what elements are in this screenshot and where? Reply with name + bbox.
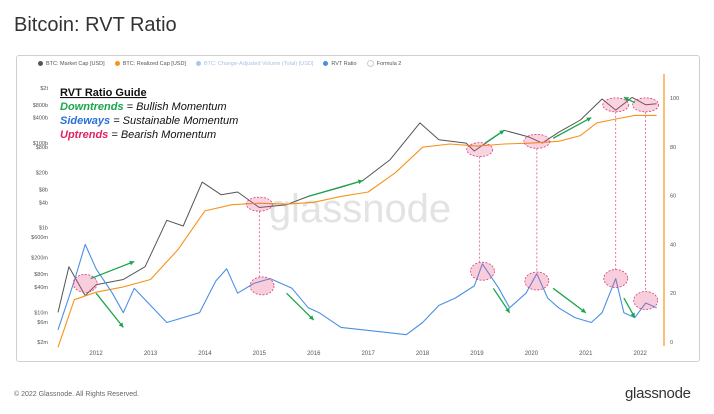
legend-item[interactable]: BTC: Realized Cap [USD] xyxy=(114,60,186,67)
price-trend-arrow-head xyxy=(623,97,629,102)
glassnode-logo: glassnode xyxy=(625,385,691,402)
series-line-2 xyxy=(57,243,657,336)
y-right-tick-label: 0 xyxy=(670,340,673,346)
series-line-1 xyxy=(57,114,657,348)
trend-arrow-head xyxy=(308,315,314,321)
x-tick-label: 2012 xyxy=(89,351,103,357)
x-tick-label: 2014 xyxy=(198,351,212,357)
price-highlight-ellipse xyxy=(602,97,630,113)
trend-arrow-head xyxy=(118,322,124,328)
y-left-tick-label: $400b xyxy=(33,116,48,122)
guide-line-key: Sideways xyxy=(60,115,110,127)
y-left-tick-label: $4b xyxy=(39,200,48,206)
y-right-tick-label: 20 xyxy=(670,291,676,297)
y-left-tick-label: $800b xyxy=(33,103,48,109)
guide-line-rest: = Bearish Momentum xyxy=(108,129,216,141)
footer-copyright: © 2022 Glassnode. All Rights Reserved. xyxy=(14,391,140,398)
trend-arrow-head xyxy=(505,307,510,313)
y-right-tick-label: 100 xyxy=(670,96,679,102)
price-trend-arrow-head xyxy=(499,130,505,135)
y-left-tick-label: $100b xyxy=(33,141,48,147)
chart-legend: BTC: Market Cap [USD] BTC: Realized Cap [… xyxy=(38,60,401,67)
legend-item[interactable]: BTC: Market Cap [USD] xyxy=(38,60,105,67)
legend-item[interactable]: RVT Ratio xyxy=(323,60,357,67)
legend-label: BTC: Realized Cap [USD] xyxy=(122,60,186,67)
rvt-highlight-ellipse xyxy=(470,261,495,281)
y-right-tick-label: 40 xyxy=(670,242,676,248)
price-trend-arrow-head xyxy=(357,179,363,185)
x-tick-label: 2015 xyxy=(253,351,267,357)
guide-line: Uptrends = Bearish Momentum xyxy=(60,129,216,141)
legend-item[interactable]: BTC: Change-Adjusted Volume (Total) [USD… xyxy=(195,60,314,67)
trend-arrow-head xyxy=(580,308,586,313)
rvt-highlight-ellipse xyxy=(524,271,550,291)
guide-title: RVT Ratio Guide xyxy=(60,87,147,99)
price-highlight-ellipse xyxy=(466,142,494,158)
price-highlight-ellipse xyxy=(523,133,551,149)
trend-arrow xyxy=(552,287,587,314)
y-left-tick-label: $10m xyxy=(34,310,48,316)
legend-swatch xyxy=(195,61,201,66)
guide-line: Sideways = Sustainable Momentum xyxy=(60,115,238,127)
trend-arrow xyxy=(286,292,315,321)
y-left-tick-label: $1b xyxy=(39,226,48,232)
guide-line-rest: = Sustainable Momentum xyxy=(110,115,238,127)
legend-label: RVT Ratio xyxy=(331,60,357,67)
legend-item[interactable]: Formula 2 xyxy=(366,60,402,67)
y-left-tick-label: $2m xyxy=(37,340,48,346)
price-trend-arrow-head xyxy=(586,117,592,122)
rvt-highlight-ellipse xyxy=(603,269,629,288)
rvt-highlight-ellipse xyxy=(633,291,659,310)
legend-label: BTC: Change-Adjusted Volume (Total) [USD… xyxy=(203,60,314,67)
price-trend-arrow xyxy=(308,179,363,198)
y-left-tick-label: $600m xyxy=(31,235,48,241)
legend-label: Formula 2 xyxy=(376,60,402,67)
trend-arrow-head xyxy=(129,260,135,266)
x-tick-label: 2017 xyxy=(361,351,375,357)
chart-card xyxy=(16,55,700,362)
legend-swatch xyxy=(323,61,329,66)
y-left-tick-label: $80m xyxy=(34,272,48,278)
x-tick-label: 2018 xyxy=(416,351,430,357)
x-tick-label: 2013 xyxy=(144,351,158,357)
y-left-tick-label: $2t xyxy=(40,86,48,92)
price-trend-arrow xyxy=(552,117,592,139)
y-left-tick-label: $20b xyxy=(36,171,48,177)
price-highlight-ellipse xyxy=(632,97,660,113)
guide-line-rest: = Bullish Momentum xyxy=(124,101,227,113)
y-right-tick-label: 60 xyxy=(670,194,676,200)
x-tick-label: 2019 xyxy=(470,351,484,357)
x-tick-label: 2021 xyxy=(579,351,593,357)
legend-swatch xyxy=(366,60,374,67)
x-tick-label: 2020 xyxy=(525,351,539,357)
y-left-tick-label: $80b xyxy=(36,145,48,151)
watermark: glassnode xyxy=(269,187,451,231)
y-left-tick-label: $200m xyxy=(31,255,48,261)
y-left-tick-label: $6m xyxy=(37,320,48,326)
trend-arrow xyxy=(492,287,511,314)
legend-swatch xyxy=(114,61,120,66)
guide-line: Downtrends = Bullish Momentum xyxy=(60,101,227,113)
y-left-tick-label: $40m xyxy=(34,285,48,291)
legend-swatch xyxy=(38,61,43,66)
rvt-highlight-ellipse xyxy=(249,276,275,296)
price-highlight-ellipse xyxy=(245,196,273,212)
trend-arrow xyxy=(90,260,135,280)
trend-arrow-head xyxy=(630,312,635,318)
y-right-tick-label: 80 xyxy=(670,145,676,151)
x-tick-label: 2022 xyxy=(634,351,648,357)
guide-line-key: Uptrends xyxy=(60,129,108,141)
guide-line-key: Downtrends xyxy=(60,101,124,113)
x-tick-label: 2016 xyxy=(307,351,321,357)
page-title: Bitcoin: RVT Ratio xyxy=(14,14,177,36)
trend-arrow xyxy=(95,292,124,328)
legend-label: BTC: Market Cap [USD] xyxy=(46,60,105,67)
y-left-tick-label: $8b xyxy=(39,188,48,194)
